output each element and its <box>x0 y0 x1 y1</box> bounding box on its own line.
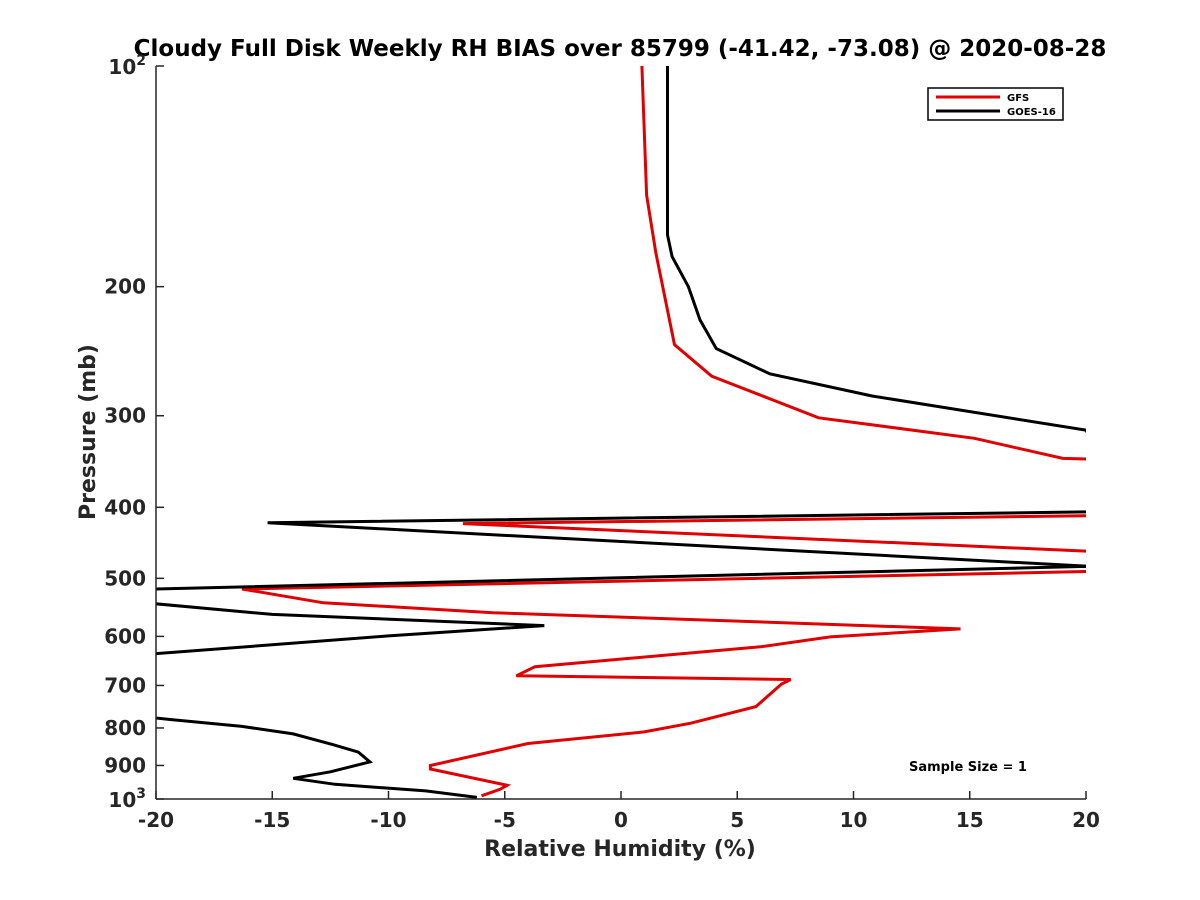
x-tick-label: -15 <box>254 808 290 832</box>
series-line-goes-16 <box>156 66 1086 799</box>
legend-label-goes-16: GOES-16 <box>1007 107 1056 118</box>
y-tick-label: 900 <box>104 753 146 777</box>
x-tick-label: 10 <box>840 808 868 832</box>
y-tick-label: 200 <box>104 275 146 299</box>
legend: GFS GOES-16 <box>927 87 1064 121</box>
legend-label-gfs: GFS <box>1007 93 1029 104</box>
x-tick-label: 5 <box>730 808 744 832</box>
x-tick-label: 20 <box>1072 808 1100 832</box>
x-tick-label: 15 <box>956 808 984 832</box>
legend-box <box>927 87 1064 121</box>
series-line-gfs <box>241 66 1086 798</box>
y-tick-label: 102 <box>108 53 146 79</box>
chart-title: Cloudy Full Disk Weekly RH BIAS over 857… <box>134 36 1107 62</box>
series-group <box>156 66 1086 799</box>
y-tick-label: 400 <box>104 495 146 519</box>
y-tick-label: 800 <box>104 716 146 740</box>
y-tick-label: 600 <box>104 624 146 648</box>
y-axis-label: Pressure (mb) <box>76 344 101 520</box>
y-tick-label: 700 <box>104 673 146 697</box>
y-tick-label: 500 <box>104 566 146 590</box>
x-axis-label: Relative Humidity (%) <box>484 837 756 862</box>
plot-area: -20 -15 -10 -5 0 5 10 15 20 102 200 300 400 500 600 700… <box>104 53 1100 832</box>
sample-size-annotation: Sample Size = 1 <box>909 760 1027 775</box>
x-tick-label: -20 <box>138 808 174 832</box>
y-tick-label: 103 <box>108 786 146 812</box>
y-tick-label: 300 <box>104 404 146 428</box>
x-tick-label: 0 <box>614 808 628 832</box>
x-tick-label: -5 <box>494 808 516 832</box>
x-tick-label: -10 <box>370 808 406 832</box>
